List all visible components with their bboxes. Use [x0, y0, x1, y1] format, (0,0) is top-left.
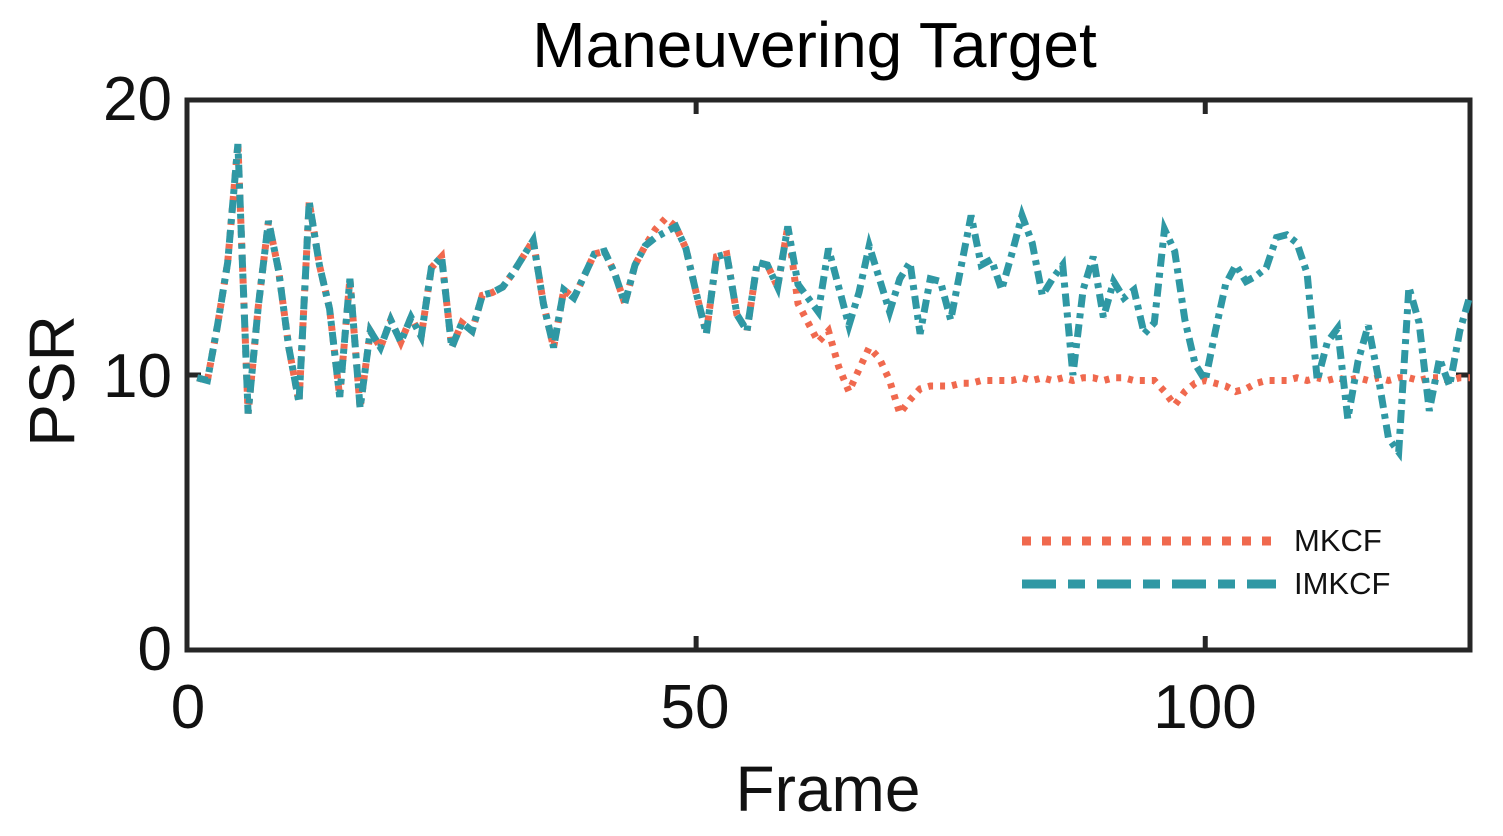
legend: MKCF IMKCF	[1020, 519, 1390, 605]
axis-ticks	[184, 97, 1470, 653]
x-tick-label-100: 100	[1153, 673, 1257, 742]
legend-line-imkcf	[1022, 579, 1276, 588]
series-line-imkcf	[196, 143, 1474, 462]
y-tick-label-20: 20	[103, 65, 172, 134]
chart-title: Maneuvering Target	[532, 9, 1097, 81]
legend-label-mkcf: MKCF	[1294, 522, 1382, 558]
legend-item-imkcf: IMKCF	[1020, 562, 1390, 605]
series-lines	[196, 143, 1474, 462]
legend-item-mkcf: MKCF	[1020, 519, 1390, 562]
x-tick-label-0: 0	[170, 673, 206, 742]
legend-label-imkcf: IMKCF	[1294, 565, 1391, 601]
y-tick-label-0: 0	[137, 615, 172, 684]
x-tick-label-50: 50	[660, 673, 730, 742]
x-axis-label: Frame	[735, 753, 921, 825]
legend-line-mkcf	[1022, 536, 1276, 545]
y-tick-label-10: 10	[103, 342, 172, 411]
